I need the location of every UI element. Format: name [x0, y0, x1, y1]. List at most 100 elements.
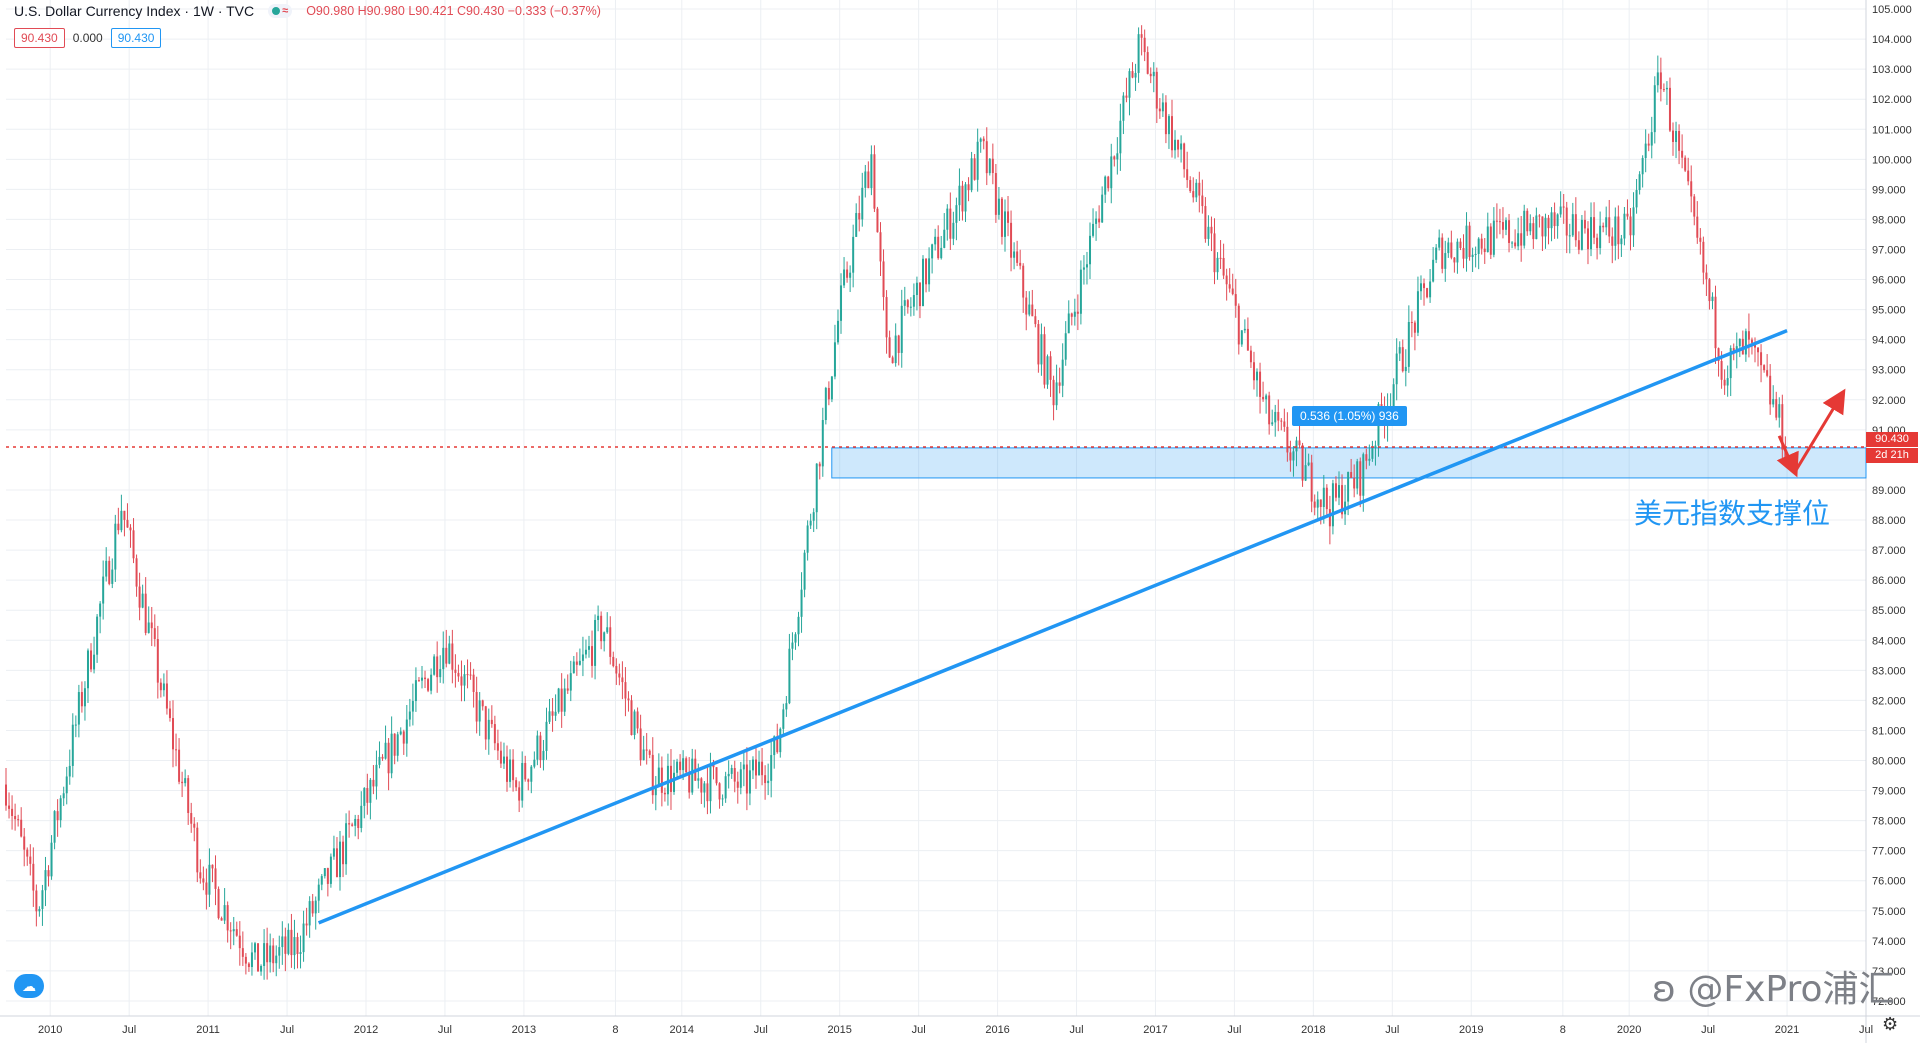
symbol-title[interactable]: U.S. Dollar Currency Index · 1W · TVC: [14, 3, 255, 19]
candle-body: [1732, 348, 1735, 351]
candle-body: [964, 184, 967, 212]
candle-body: [897, 335, 900, 353]
value-box-ma[interactable]: 90.430: [110, 28, 162, 48]
forecast-arrow: [1793, 388, 1846, 473]
candle-body: [1058, 382, 1061, 386]
candle-body: [1307, 462, 1310, 466]
candle-body: [457, 672, 460, 677]
x-tick-label: Jul: [122, 1024, 136, 1036]
candle-body: [478, 700, 481, 722]
candle-body: [1195, 182, 1198, 198]
candle-body: [1228, 284, 1231, 289]
candle-body: [1577, 240, 1580, 250]
candle-body: [1489, 226, 1492, 255]
x-tick-label: 2021: [1775, 1024, 1799, 1036]
candle-body: [159, 682, 162, 691]
candle-body: [1468, 225, 1471, 258]
candle-body: [830, 376, 833, 400]
candle-body: [269, 945, 272, 963]
candle-body: [621, 677, 624, 683]
candle-body: [1699, 237, 1702, 242]
candle-body: [685, 758, 688, 773]
candle-body: [1028, 304, 1031, 315]
candle-body: [855, 213, 858, 237]
candle-body: [849, 272, 852, 278]
candle-body: [1304, 465, 1307, 481]
y-tick-label: 83.000: [1872, 665, 1906, 677]
candle-body: [587, 646, 590, 650]
candle-body: [1098, 218, 1101, 223]
candle-body: [994, 173, 997, 215]
candle-body: [1137, 34, 1140, 73]
candle-body: [329, 856, 332, 884]
candle-body: [1134, 72, 1137, 78]
candle-body: [706, 783, 709, 802]
candle-body: [433, 656, 436, 675]
candle-body: [1192, 191, 1195, 198]
candle-body: [1401, 347, 1404, 372]
candle-body: [1064, 333, 1067, 360]
trendline: [317, 329, 1788, 925]
candle-body: [278, 947, 281, 956]
candle-body: [1213, 233, 1216, 273]
candle-body: [1620, 238, 1623, 245]
candle-body: [918, 282, 921, 307]
y-tick-label: 79.000: [1872, 786, 1906, 798]
measure-tag[interactable]: 0.536 (1.05%) 936: [1292, 406, 1407, 426]
candle-body: [1155, 71, 1158, 109]
candle-body: [688, 772, 691, 793]
candle-body: [1480, 238, 1483, 249]
candle-body: [102, 576, 105, 604]
candle-body: [697, 778, 700, 781]
candle-body: [1374, 445, 1377, 449]
candle-body: [1283, 421, 1286, 427]
candle-body: [460, 676, 463, 686]
candle-body: [1596, 237, 1599, 249]
candle-body: [727, 773, 730, 777]
candle-body: [162, 683, 165, 691]
candle-body: [1092, 223, 1095, 236]
candle-body: [1301, 445, 1304, 481]
candle-body: [1362, 454, 1365, 496]
candle-body: [1505, 220, 1507, 230]
candle-body: [1262, 396, 1265, 400]
candle-body: [591, 646, 594, 666]
candle-body: [1672, 130, 1675, 142]
candle-body: [1322, 487, 1325, 508]
candle-body: [1650, 132, 1653, 146]
tradingview-logo-icon[interactable]: ☁: [14, 974, 44, 998]
candle-body: [363, 788, 366, 806]
candle-body: [59, 798, 62, 821]
candle-body: [1681, 150, 1684, 158]
candle-body: [1359, 461, 1362, 496]
gear-icon[interactable]: ⚙: [1882, 1014, 1899, 1034]
candle-body: [339, 841, 342, 878]
candle-body: [618, 673, 621, 678]
candle-body: [843, 269, 846, 286]
candle-body: [1334, 483, 1337, 498]
candle-body: [202, 878, 205, 883]
candle-body: [1170, 116, 1173, 151]
status-pill[interactable]: ≈: [268, 4, 293, 18]
candle-body: [1410, 322, 1413, 324]
candle-body: [745, 764, 748, 794]
candle-body: [627, 698, 630, 701]
candle-body: [782, 709, 785, 729]
chart-legend: U.S. Dollar Currency Index · 1W · TVC ≈ …: [14, 3, 601, 19]
candle-body: [323, 868, 326, 877]
candle-body: [806, 525, 809, 553]
candle-body: [1769, 375, 1772, 405]
candle-body: [1486, 226, 1489, 253]
candle-body: [931, 244, 934, 259]
candle-body: [384, 742, 387, 759]
candle-body: [846, 269, 849, 278]
candle-body: [299, 952, 302, 954]
candle-body: [888, 337, 891, 358]
candle-body: [773, 736, 776, 756]
value-box-close[interactable]: 90.430: [14, 28, 65, 48]
x-tick-label: Jul: [912, 1024, 926, 1036]
candle-body: [342, 841, 345, 865]
candle-body: [961, 185, 964, 212]
